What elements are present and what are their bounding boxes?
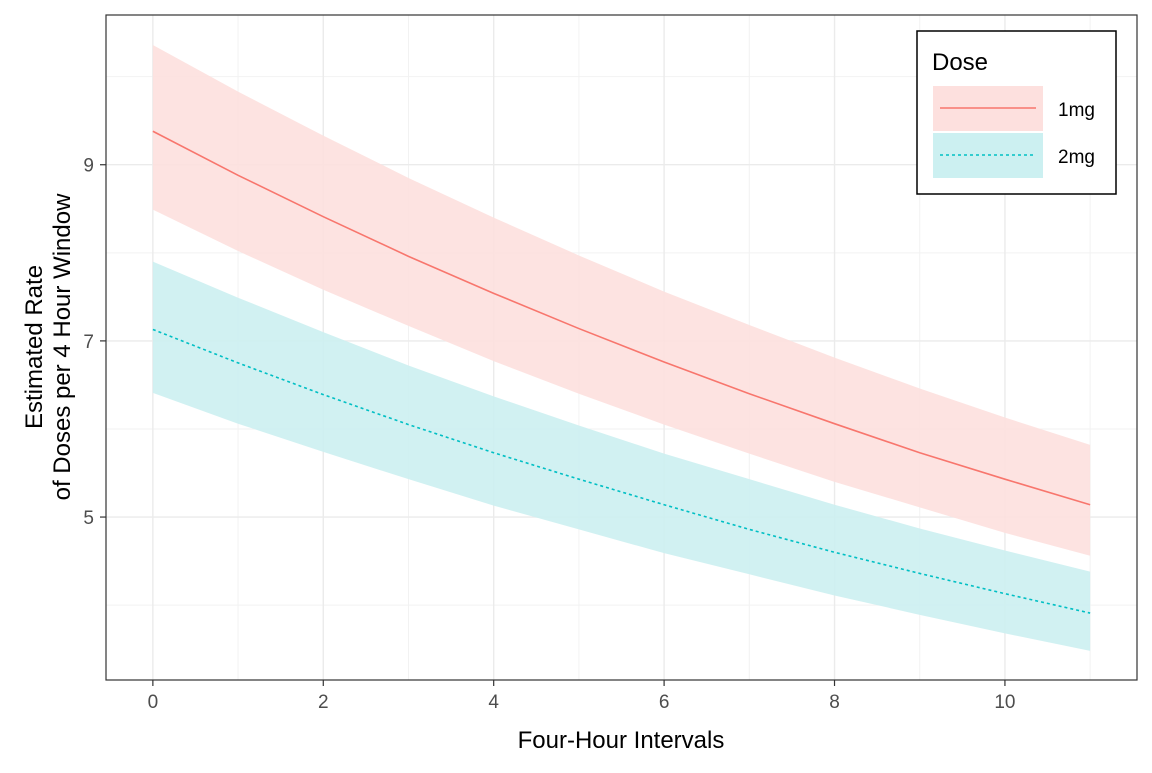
x-tick-label: 10	[994, 692, 1015, 713]
panel-border	[105, 14, 1138, 681]
legend-label-2mg: 2mg	[1058, 147, 1095, 168]
x-tick-label: 0	[148, 692, 159, 713]
legend-label-1mg: 1mg	[1058, 100, 1095, 121]
x-tick-label: 2	[318, 692, 329, 713]
y-tick-label: 5	[83, 508, 94, 529]
confidence-ribbons	[152, 44, 1091, 651]
ribbon-2mg	[152, 261, 1091, 651]
legend-title: Dose	[932, 49, 988, 76]
x-axis-label: Four-Hour Intervals	[518, 727, 725, 754]
x-tick-label: 6	[659, 692, 670, 713]
legend: Dose 1mg 2mg	[916, 30, 1117, 195]
x-tick-label: 4	[488, 692, 499, 713]
ribbon-1mg	[152, 44, 1091, 556]
y-axis-label-line1: Estimated Rate	[21, 265, 48, 429]
y-tick-label: 9	[83, 156, 94, 177]
y-tick-label: 7	[83, 332, 94, 353]
axes: 0 2 4 6 8 10 5 7 9	[83, 156, 1015, 713]
y-axis-label-line2: of Doses per 4 Hour Window	[49, 193, 76, 500]
line-1mg	[152, 130, 1091, 506]
x-tick-label: 8	[829, 692, 840, 713]
series-lines	[152, 130, 1091, 614]
